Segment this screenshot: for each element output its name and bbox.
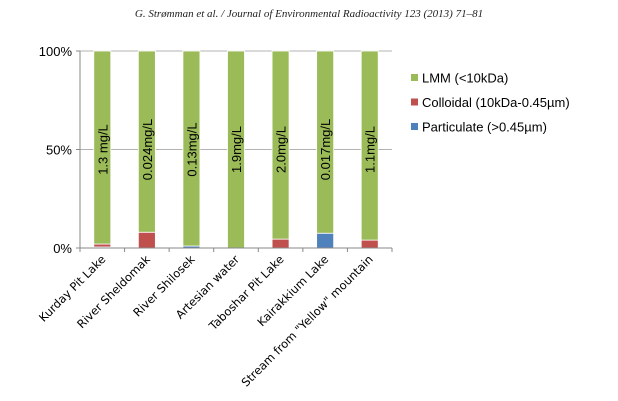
- bar-label: 2.0mg/L: [274, 126, 289, 173]
- bar-segment: [271, 238, 290, 249]
- legend-label: LMM (<10kDa): [422, 71, 508, 86]
- bar-label: 0.13mg/L: [184, 122, 199, 176]
- journal-citation: G. Strømman et al. / Journal of Environm…: [134, 8, 484, 20]
- bar-segment: [316, 232, 335, 249]
- bar-segment: [360, 50, 379, 241]
- legend-marker: [411, 98, 418, 106]
- y-tick-label: 100%: [39, 44, 73, 59]
- y-tick-label: 50%: [46, 143, 72, 158]
- legend-label: Colloidal (10kDa-0.45µm): [422, 95, 570, 110]
- legend-marker: [411, 74, 418, 81]
- bar-segment: [360, 239, 379, 249]
- bar-segment: [93, 50, 112, 245]
- bar-label: 0.024mg/L: [140, 119, 155, 180]
- bar-label: 1.9mg/L: [229, 126, 244, 173]
- bar-label: 1.3 mg/L: [95, 124, 110, 175]
- bar-segment: [182, 50, 201, 247]
- legend-label: Particulate (>0.45µm): [422, 120, 547, 135]
- bar-label: 1.1mg/L: [363, 126, 378, 173]
- x-tick-label: Taboshar Pit Lake: [205, 252, 286, 333]
- bar-segment: [137, 231, 156, 249]
- bar-label: 0.017mg/L: [318, 119, 333, 180]
- bar-segment: [93, 243, 112, 248]
- bar-segment: [271, 50, 290, 240]
- y-tick-label: 0%: [53, 241, 72, 256]
- bar-segment: [316, 50, 335, 234]
- bar-segment: [137, 50, 156, 233]
- legend-marker: [411, 123, 418, 130]
